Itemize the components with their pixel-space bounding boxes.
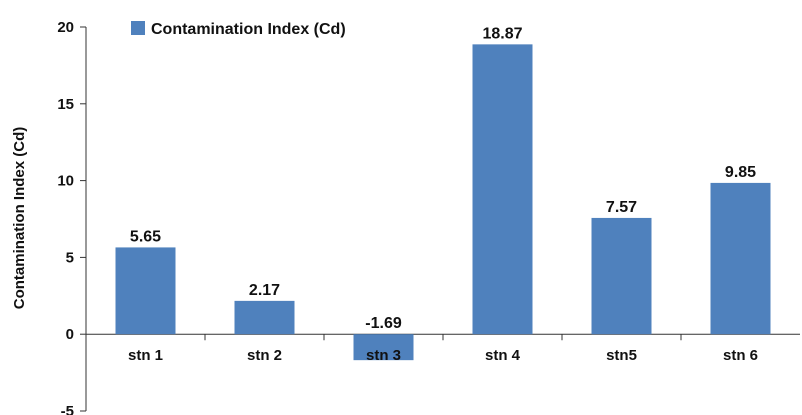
x-axis-ticks [204, 334, 682, 341]
data-label: -1.69 [365, 315, 402, 332]
data-label: 5.65 [130, 228, 161, 245]
x-tick-label: stn 6 [723, 347, 758, 364]
y-tick-label: 20 [57, 19, 74, 36]
bar [591, 217, 652, 335]
data-labels: 5.65 2.17 -1.69 18.87 7.57 9.85 [130, 25, 756, 332]
legend-label: Contamination Index (Cd) [151, 21, 346, 38]
bar [234, 300, 295, 335]
bar [472, 44, 533, 335]
x-tick-labels: stn 1 stn 2 stn 3 stn 4 stn5 stn 6 [128, 347, 758, 364]
bar [353, 334, 414, 361]
data-label: 2.17 [249, 282, 280, 299]
x-tick-label: stn 1 [128, 347, 163, 364]
y-tick-label: -5 [61, 403, 74, 415]
bar [115, 247, 176, 335]
bars [115, 44, 771, 361]
data-label: 7.57 [606, 199, 637, 216]
x-tick-label: stn 2 [247, 347, 282, 364]
x-tick-label: stn 4 [485, 347, 521, 364]
x-tick-label: stn5 [606, 347, 637, 364]
y-axis-title: Contamination Index (Cd) [11, 127, 28, 310]
data-label: 9.85 [725, 164, 756, 181]
data-label: 18.87 [482, 25, 522, 42]
bar [710, 182, 771, 335]
y-tick-label: 15 [57, 96, 74, 113]
y-tick-label: 10 [57, 173, 74, 190]
x-tick-label: stn 3 [366, 347, 401, 364]
legend-swatch [131, 21, 145, 35]
y-tick-label: 5 [66, 249, 74, 266]
y-axis-ticks: -5 0 5 10 15 20 [57, 19, 86, 415]
y-tick-label: 0 [66, 326, 74, 343]
legend: Contamination Index (Cd) [131, 21, 346, 38]
